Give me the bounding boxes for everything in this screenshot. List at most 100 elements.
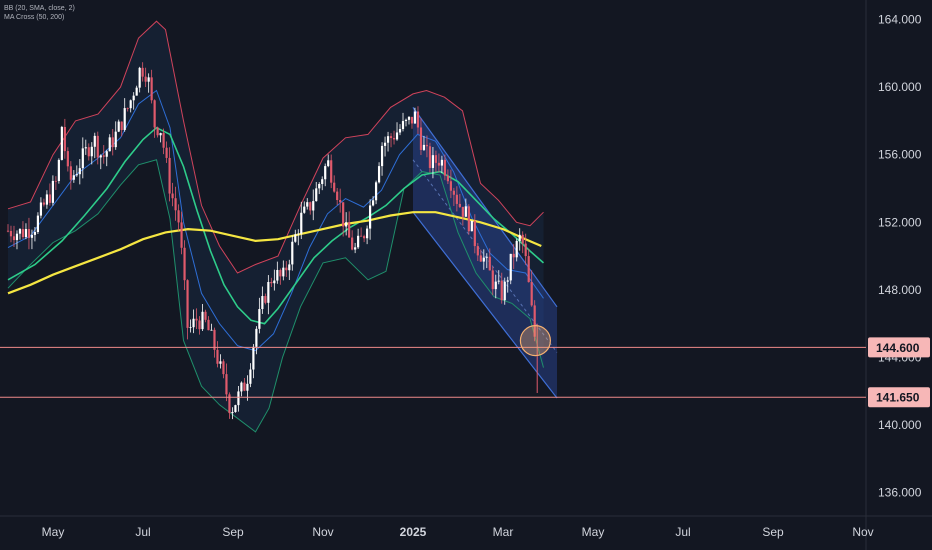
candle-body	[258, 309, 261, 329]
candle-body	[413, 111, 417, 124]
candle-body	[36, 215, 40, 233]
candle-body	[506, 280, 509, 282]
candle-body	[312, 201, 315, 211]
legend-ma-cross[interactable]: MA Cross (50, 200)	[4, 14, 65, 21]
candle-body	[383, 142, 387, 146]
candle-body	[386, 136, 390, 143]
candle-body	[440, 159, 444, 166]
candle-body	[264, 296, 267, 303]
candle-body	[192, 318, 195, 328]
candle-body	[419, 127, 423, 150]
candle-body	[476, 246, 479, 256]
candle-body	[282, 267, 285, 277]
y-tick-label: 156.000	[878, 148, 922, 162]
y-tick-label: 164.000	[878, 13, 922, 27]
candle-body	[363, 236, 366, 239]
candle-body	[15, 233, 19, 241]
candle-body	[66, 151, 69, 167]
x-tick-label: Nov	[312, 525, 333, 539]
candle-body	[410, 116, 414, 124]
candle-body	[458, 203, 461, 207]
candle-body	[234, 405, 237, 412]
channel-mid-line	[412, 159, 558, 353]
candle-body	[303, 206, 306, 213]
candle-body	[126, 108, 129, 109]
candle-body	[165, 147, 168, 158]
indicator-legend: BB (20, SMA, close, 2) MA Cross (50, 200…	[4, 4, 75, 22]
candle-body	[291, 241, 294, 265]
candle-body	[503, 281, 506, 301]
candle-body	[351, 237, 354, 250]
candle-body	[368, 205, 372, 229]
candle-body	[195, 318, 198, 321]
candle-body	[240, 382, 243, 392]
candle-body	[339, 200, 342, 203]
candle-body	[186, 280, 189, 328]
candle-body	[330, 160, 333, 183]
candle-body	[524, 243, 527, 257]
plot-area	[0, 20, 866, 433]
candle-body	[162, 133, 165, 148]
candle-body	[309, 202, 312, 211]
candle-body	[270, 282, 273, 284]
candle-body	[515, 240, 518, 258]
candle-body	[30, 234, 34, 238]
ma-fast-line	[7, 126, 545, 325]
candle-body	[252, 346, 255, 370]
y-tick-label: 152.000	[878, 215, 922, 229]
candle-body	[21, 229, 25, 238]
x-tick-label: 2025	[400, 525, 427, 539]
candle-body	[467, 206, 470, 232]
candle-body	[231, 411, 234, 414]
candle-body	[150, 77, 153, 101]
candle-body	[60, 126, 63, 160]
candle-body	[243, 382, 246, 391]
x-tick-label: Nov	[852, 525, 873, 539]
legend-bb[interactable]: BB (20, SMA, close, 2)	[4, 5, 75, 12]
candle-body	[57, 159, 60, 182]
candle-body	[9, 230, 13, 237]
candle-body	[18, 229, 22, 234]
x-tick-label: May	[42, 525, 65, 539]
candle-body	[123, 108, 126, 131]
candle-body	[33, 232, 37, 235]
candle-body	[204, 311, 207, 320]
candle-body	[497, 280, 500, 282]
candle-body	[225, 374, 228, 395]
candle-body	[75, 174, 78, 176]
candle-body	[479, 255, 482, 262]
candle-body	[327, 160, 330, 167]
candle-body	[6, 230, 10, 232]
candle-body	[105, 151, 108, 157]
candle-body	[470, 220, 473, 232]
candle-body	[389, 136, 393, 139]
candle-body	[392, 138, 396, 140]
candle-body	[102, 155, 105, 157]
candle-body	[443, 159, 447, 176]
candle-body	[518, 234, 521, 241]
candle-body	[509, 253, 512, 281]
candle-body	[297, 233, 300, 235]
level-label-0: 144.600	[876, 341, 920, 355]
candle-body	[117, 121, 120, 132]
candle-body	[213, 329, 216, 350]
y-tick-label: 160.000	[878, 80, 922, 94]
x-tick-label: Mar	[493, 525, 514, 539]
candle-body	[425, 144, 429, 147]
candle-body	[533, 305, 536, 337]
candle-body	[449, 181, 452, 191]
level-label-bg-1	[868, 387, 930, 408]
candle-body	[473, 220, 476, 247]
candle-body	[111, 137, 114, 148]
candle-body	[51, 180, 54, 203]
y-tick-label: 148.000	[878, 283, 922, 297]
channel-lower-line	[412, 211, 558, 399]
candle-body	[222, 361, 225, 375]
candle-body	[416, 111, 420, 128]
candle-body	[135, 87, 138, 96]
candle-body	[482, 257, 485, 262]
candle-body	[132, 95, 135, 101]
candle-body	[407, 116, 411, 120]
